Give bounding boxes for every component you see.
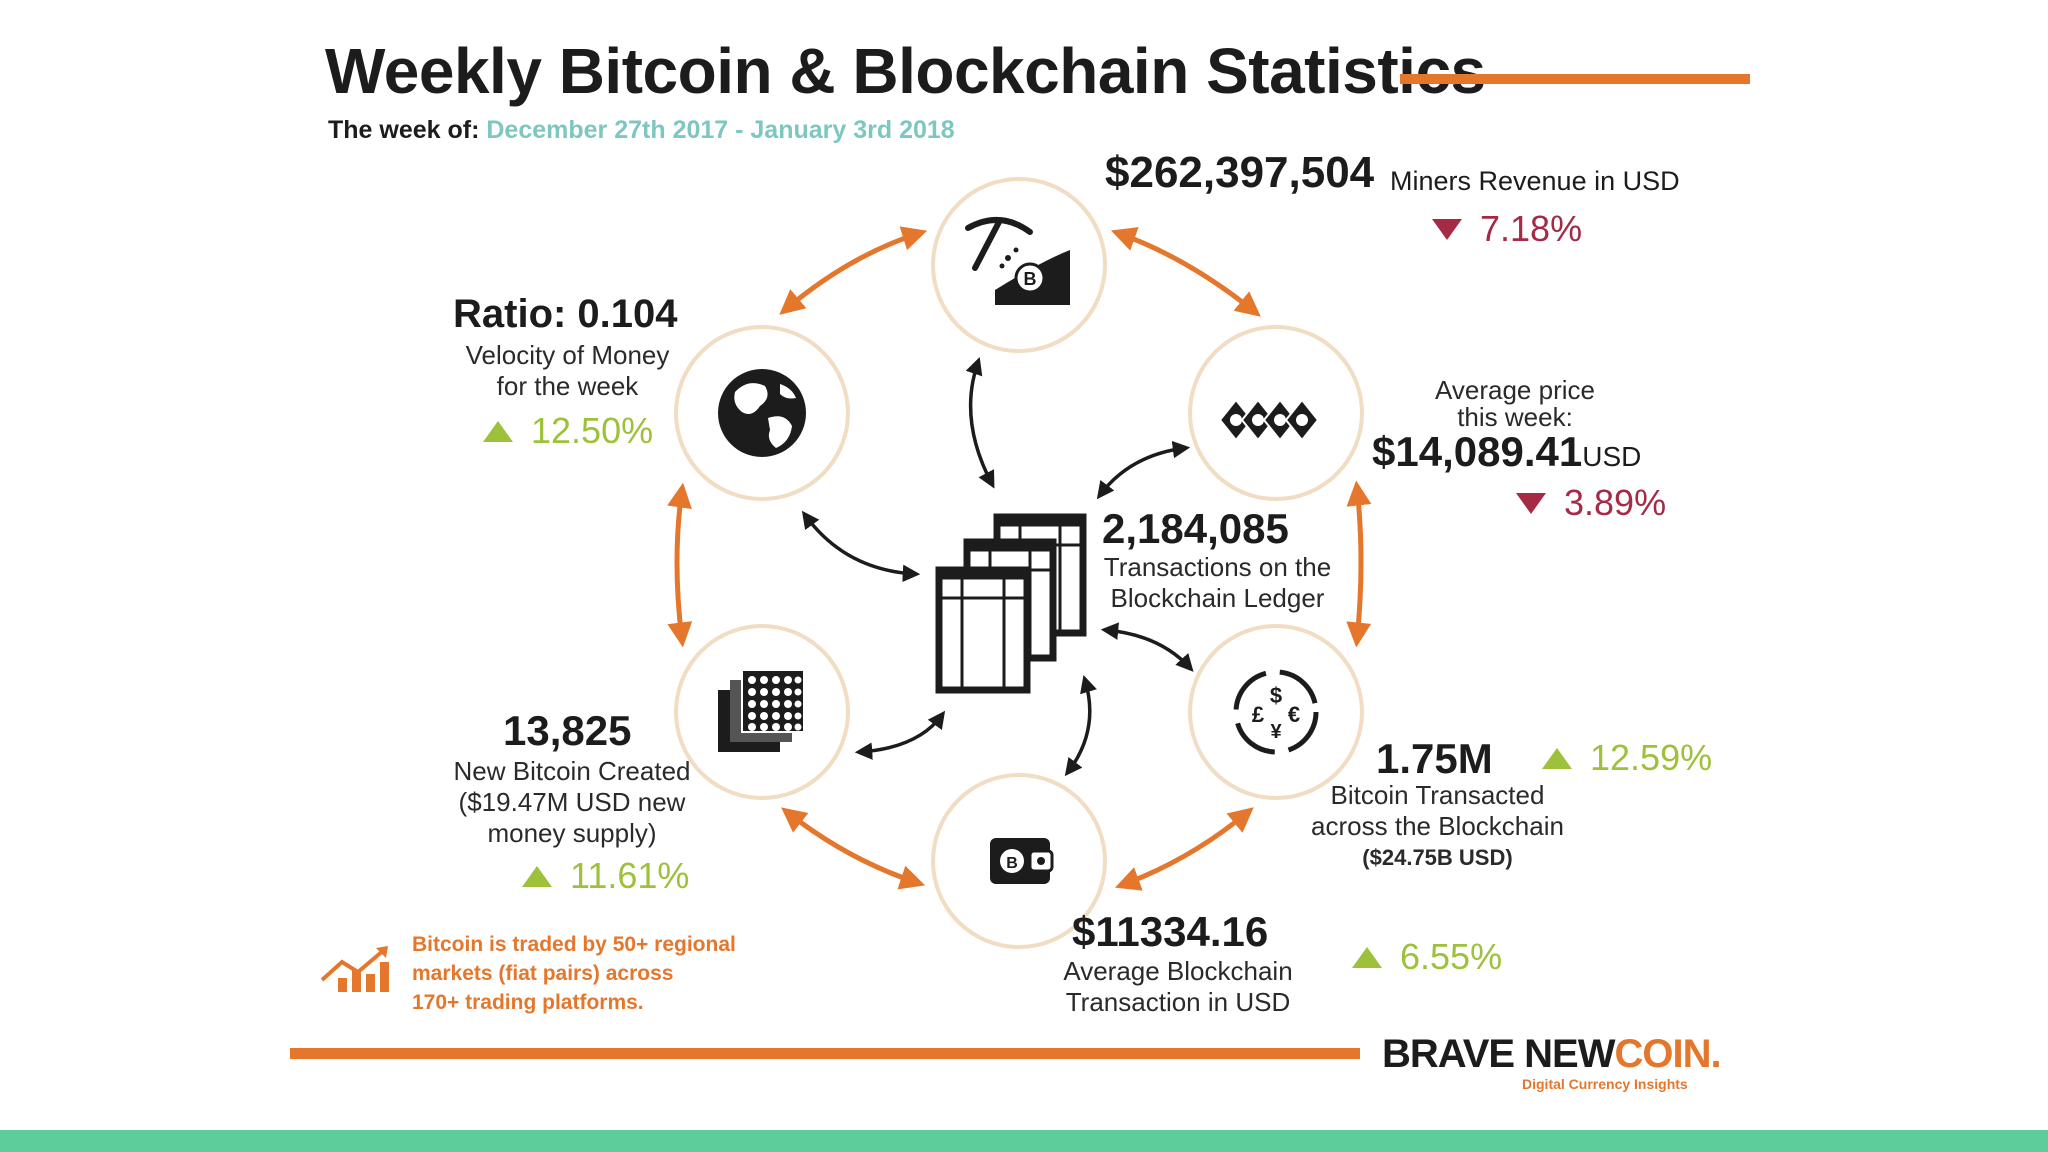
velocity-caption-line2: for the week [496, 371, 639, 401]
arrow-exchange-to-wallet [1114, 807, 1254, 891]
exchange-circle [1188, 624, 1364, 800]
transacted-caption-line2: across the Blockchain [1311, 811, 1564, 841]
down-triangle-icon [1516, 492, 1546, 514]
up-triangle-icon [1542, 747, 1572, 769]
arrow-coins-to-exchange [1346, 480, 1372, 648]
arrow-center-wallet [1064, 674, 1097, 777]
up-triangle-icon [1352, 946, 1382, 968]
avg-transaction-change: 6.55% [1352, 936, 1502, 978]
new-bitcoin-change: 11.61% [522, 855, 689, 897]
velocity-caption: Velocity of Money for the week [450, 340, 685, 402]
chart-growth-icon [320, 946, 389, 992]
miners-revenue-value: $262,397,504 [1105, 148, 1375, 197]
velocity-caption-line1: Velocity of Money [465, 340, 670, 370]
new-bitcoin-caption-line3: money supply) [487, 818, 657, 848]
bitcoin-grid-icon [718, 669, 805, 752]
price-change: 3.89% [1516, 482, 1666, 524]
price-caption-line1: Average price [1435, 375, 1595, 405]
currency-exchange-icon: $ £ € ¥ [1233, 669, 1319, 755]
velocity-change-value: 12.50% [531, 410, 654, 451]
svg-text:B: B [1024, 269, 1037, 289]
avg-transaction-caption-line1: Average Blockchain [1063, 956, 1293, 986]
wallet-icon: B [990, 838, 1054, 884]
arrow-center-globe [801, 510, 921, 583]
avg-transaction-value: $11334.16 [1072, 908, 1269, 955]
new-bitcoin-caption: New Bitcoin Created ($19.47M USD new mon… [448, 756, 696, 849]
avg-transaction-change-value: 6.55% [1400, 936, 1503, 977]
transacted-caption: Bitcoin Transacted across the Blockchain… [1300, 780, 1575, 873]
arrow-center-bitcoin [854, 710, 946, 760]
trading-footnote: Bitcoin is traded by 50+ regional market… [412, 930, 736, 1017]
transacted-value: 1.75M [1376, 735, 1493, 782]
transacted-caption-line3: ($24.75B USD) [1362, 845, 1513, 870]
arrow-center-coins [1096, 440, 1191, 500]
average-price: $14,089.41USD [1372, 428, 1641, 476]
week-dates: December 27th 2017 - January 3rd 2018 [486, 116, 955, 144]
week-range: The week of: December 27th 2017 - Januar… [328, 116, 955, 145]
price-caption-line2: this week: [1457, 402, 1573, 432]
cycle-arrows [667, 226, 1372, 891]
velocity-change: 12.50% [483, 410, 653, 452]
miners-revenue-change: 7.18% [1432, 208, 1582, 250]
footer-bar [0, 1130, 2048, 1152]
miners-revenue-label: Miners Revenue in USD [1390, 166, 1680, 196]
mining-circle [931, 177, 1107, 353]
miners-revenue-change-value: 7.18% [1480, 208, 1583, 249]
arrow-mining-to-coins [1110, 227, 1261, 317]
arrow-globe-to-mining [779, 226, 928, 315]
up-triangle-icon [483, 420, 513, 442]
pickaxe-mining-icon: B [965, 216, 1070, 305]
velocity-ratio: Ratio: 0.104 [453, 292, 678, 336]
ledger-pages-icon [935, 513, 1087, 694]
arrow-center-mining [965, 357, 995, 489]
average-price-value: $14,089.41 [1372, 428, 1583, 475]
transactions-caption-line1: Transactions on the [1103, 552, 1332, 582]
transacted-change-value: 12.59% [1590, 737, 1713, 778]
center-arrows [801, 357, 1194, 777]
new-bitcoin-change-value: 11.61% [570, 855, 690, 896]
footnote-line1: Bitcoin is traded by 50+ regional [412, 933, 736, 956]
svg-text:$: $ [1270, 683, 1282, 708]
price-caption: Average price this week: [1395, 375, 1635, 433]
arrow-wallet-to-bitcoin [781, 807, 926, 890]
price-change-value: 3.89% [1564, 482, 1667, 523]
svg-text:¥: ¥ [1270, 721, 1282, 743]
coins-stack-icon [1218, 398, 1320, 442]
new-bitcoin-value: 13,825 [503, 707, 632, 754]
brand-part1: BRAVE NEW [1382, 1032, 1615, 1076]
svg-text:B: B [1006, 855, 1018, 872]
footnote-line3: 170+ trading platforms. [412, 991, 644, 1014]
title-rule [1400, 74, 1750, 84]
arrow-bitcoin-to-globe [667, 482, 693, 648]
svg-text:€: € [1288, 702, 1300, 727]
transacted-caption-line1: Bitcoin Transacted [1330, 780, 1545, 810]
transactions-value: 2,184,085 [1102, 505, 1289, 552]
page-title: Weekly Bitcoin & Blockchain Statistics [325, 35, 1486, 107]
down-triangle-icon [1432, 218, 1462, 240]
new-bitcoin-caption-line1: New Bitcoin Created [453, 756, 691, 786]
brand-tagline: Digital Currency Insights [1522, 1076, 1688, 1092]
bottom-rule [290, 1048, 1360, 1059]
arrow-center-exchange [1100, 622, 1194, 672]
footnote-line2: markets (fiat pairs) across [412, 962, 674, 985]
avg-transaction-caption: Average Blockchain Transaction in USD [1052, 956, 1304, 1018]
average-price-unit: USD [1582, 441, 1642, 472]
globe-icon [718, 369, 806, 457]
up-triangle-icon [522, 865, 552, 887]
brand-part2: COIN. [1614, 1032, 1721, 1076]
avg-transaction-caption-line2: Transaction in USD [1065, 987, 1291, 1017]
new-bitcoin-caption-line2: ($19.47M USD new [458, 787, 686, 817]
transactions-caption: Transactions on the Blockchain Ledger [1095, 552, 1340, 614]
transactions-caption-line2: Blockchain Ledger [1110, 583, 1325, 613]
week-label: The week of: [328, 116, 480, 144]
brand-logo: BRAVE NEWCOIN. [1382, 1032, 1722, 1077]
transacted-change: 12.59% [1542, 737, 1712, 779]
svg-text:£: £ [1252, 702, 1265, 727]
